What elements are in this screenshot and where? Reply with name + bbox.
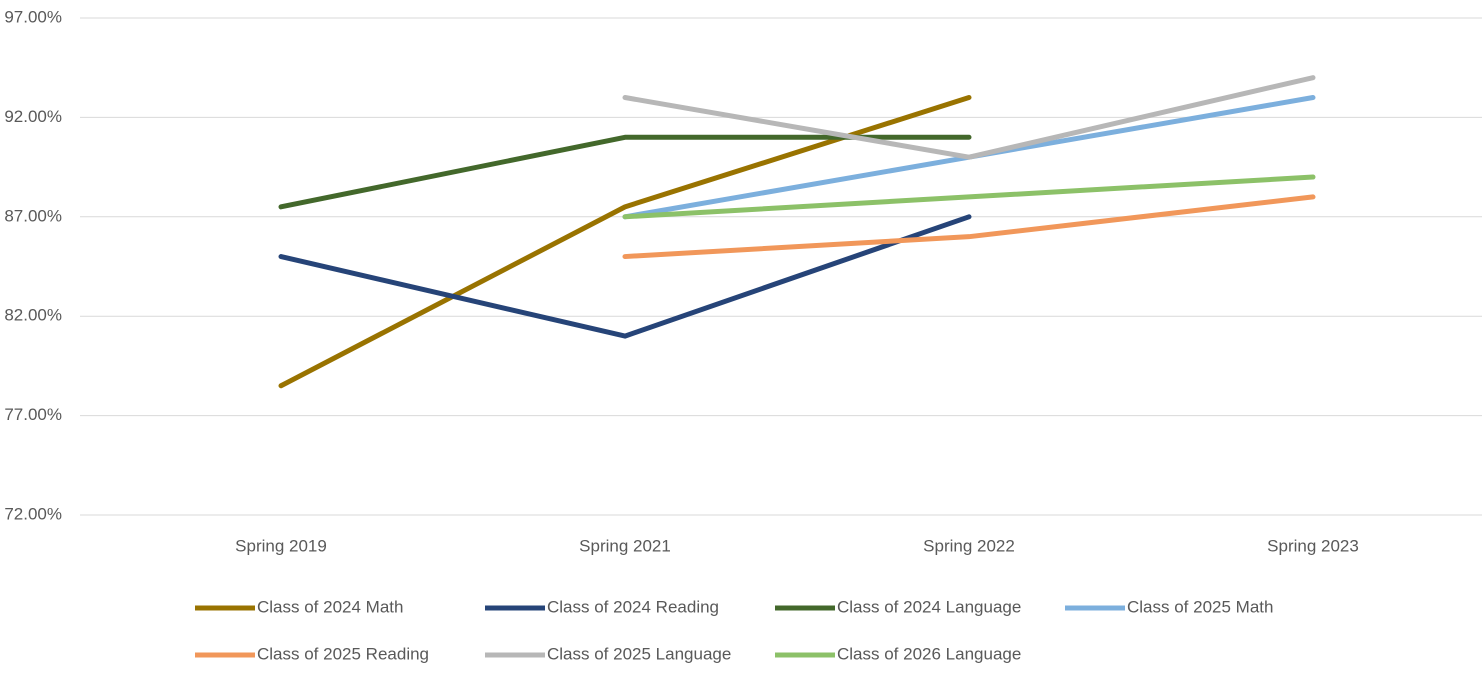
series-line [622,174,1316,220]
y-tick-label: 87.00% [4,206,62,225]
series-line [622,194,1316,260]
y-tick-label: 97.00% [4,7,62,26]
series-line [278,214,972,339]
x-tick-label: Spring 2019 [235,536,327,555]
legend-label: Class of 2025 Reading [257,644,429,663]
series-line [278,134,972,210]
legend-label: Class of 2025 Math [1127,597,1273,616]
legend-label: Class of 2025 Language [547,644,731,663]
y-tick-label: 77.00% [4,405,62,424]
x-tick-label: Spring 2022 [923,536,1015,555]
y-tick-label: 72.00% [4,504,62,523]
x-tick-label: Spring 2023 [1267,536,1359,555]
legend-label: Class of 2024 Math [257,597,403,616]
series-line [622,75,1316,160]
series-line [278,95,972,389]
y-tick-label: 82.00% [4,306,62,325]
legend-label: Class of 2024 Language [837,597,1021,616]
legend-label: Class of 2024 Reading [547,597,719,616]
legend-label: Class of 2026 Language [837,644,1021,663]
y-tick-label: 92.00% [4,107,62,126]
x-tick-label: Spring 2021 [579,536,671,555]
